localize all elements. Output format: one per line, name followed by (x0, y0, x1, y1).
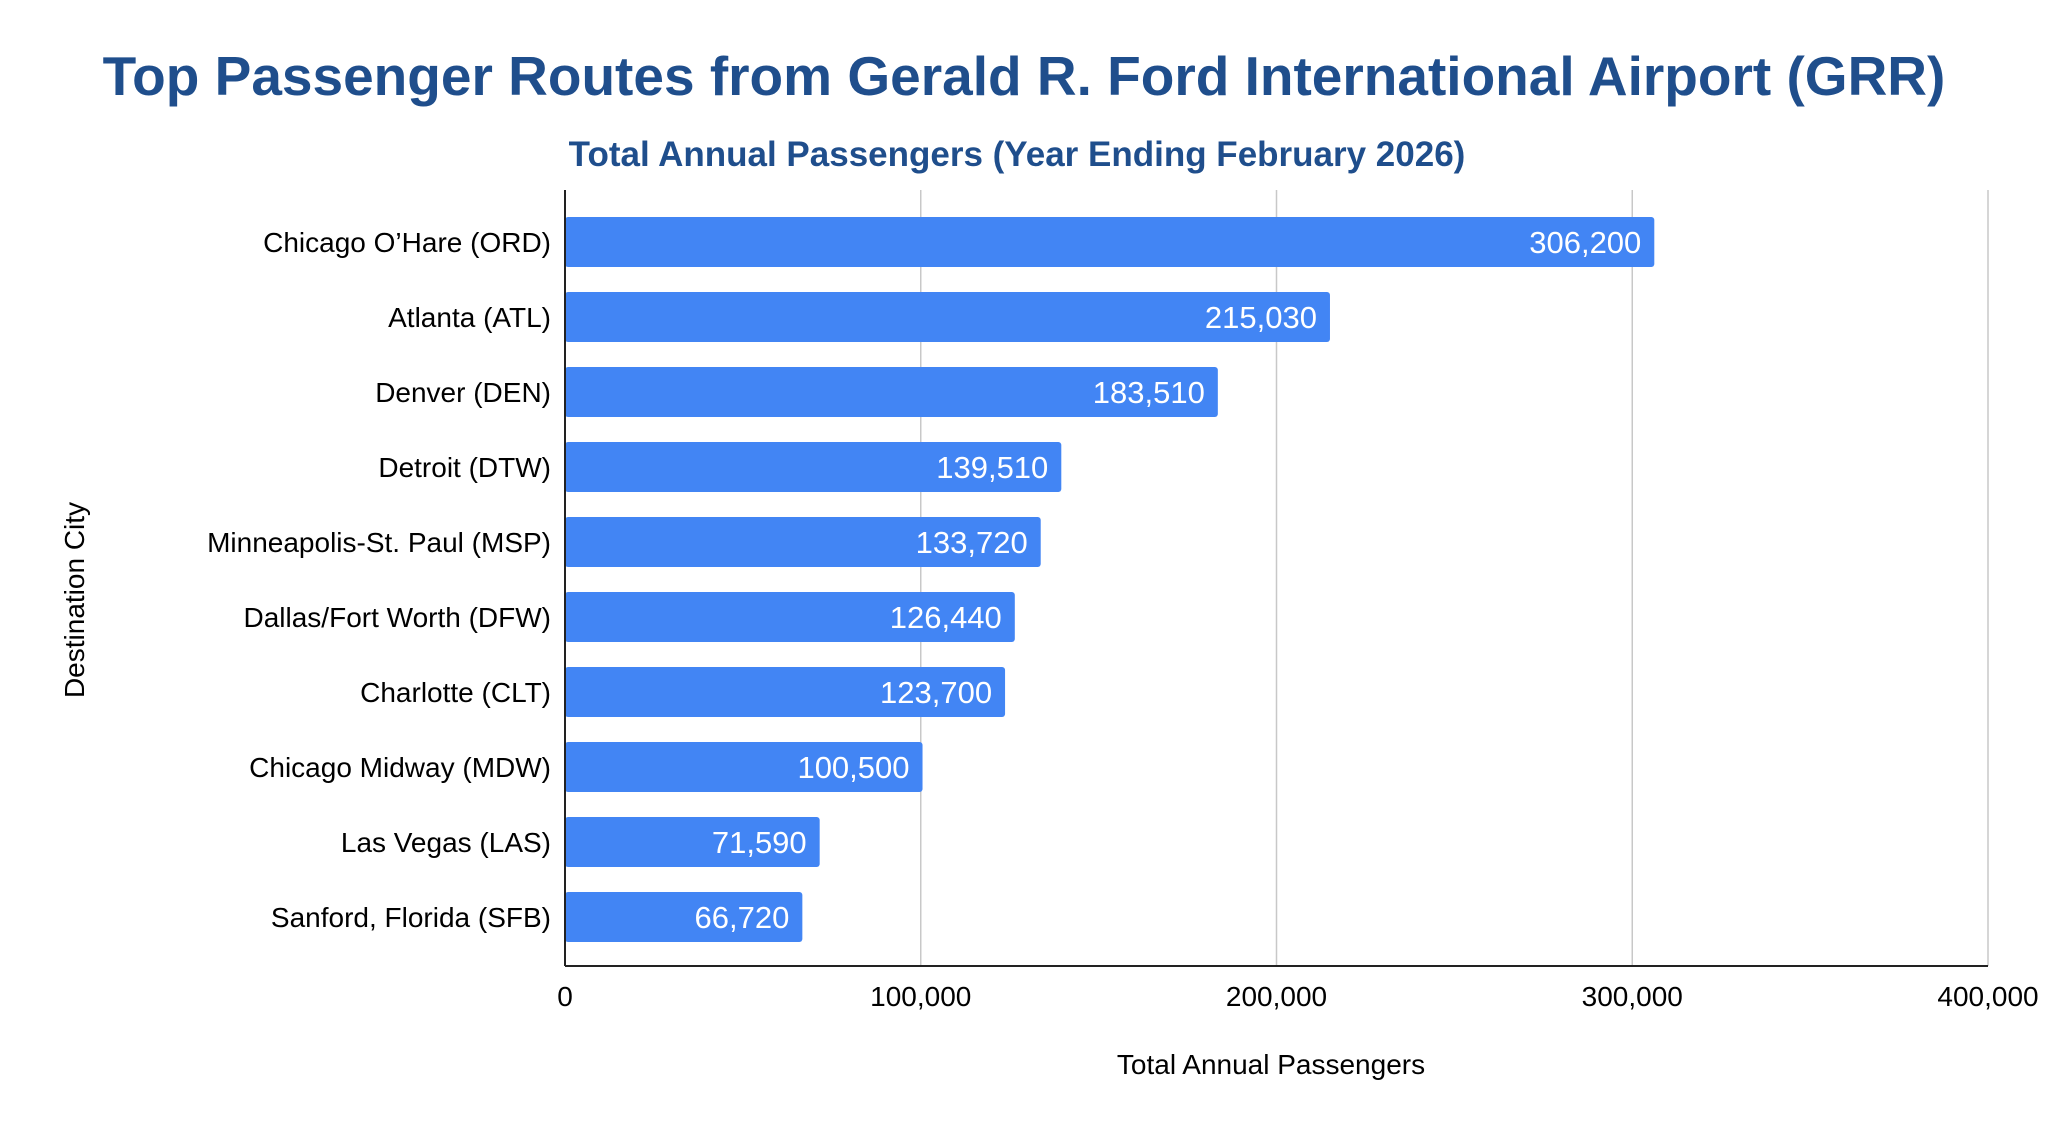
x-tick-label-0: 0 (557, 981, 573, 1012)
bar-4 (565, 517, 1041, 567)
data-label-6: 123,700 (880, 675, 992, 710)
bar-8 (565, 817, 820, 867)
bar-0 (565, 217, 1655, 267)
data-label-0: 306,200 (1529, 225, 1641, 260)
category-label-4: Minneapolis-St. Paul (MSP) (207, 527, 551, 558)
chart-subtitle: Total Annual Passengers (Year Ending Feb… (569, 135, 1466, 174)
data-label-7: 100,500 (797, 750, 909, 785)
x-tick-labels: 0 100,000 200,000 300,000 400,000 (557, 981, 2038, 1012)
data-label-8: 71,590 (712, 825, 807, 860)
category-label-8: Las Vegas (LAS) (341, 827, 551, 858)
x-tick-label-2: 200,000 (1226, 981, 1327, 1012)
bar-5 (565, 592, 1015, 642)
data-label-4: 133,720 (916, 525, 1028, 560)
data-label-3: 139,510 (936, 450, 1048, 485)
axes (564, 190, 1988, 967)
bar-2 (565, 367, 1218, 417)
category-label-0: Chicago O’Hare (ORD) (263, 227, 551, 258)
data-label-2: 183,510 (1093, 375, 1205, 410)
category-label-6: Charlotte (CLT) (360, 677, 551, 708)
category-labels: Chicago O’Hare (ORD) Atlanta (ATL) Denver … (207, 227, 551, 933)
data-label-5: 126,440 (890, 600, 1002, 635)
bar-9 (565, 892, 803, 942)
bar-7 (565, 742, 923, 792)
x-tick-label-3: 300,000 (1582, 981, 1683, 1012)
category-label-7: Chicago Midway (MDW) (249, 752, 551, 783)
x-tick-label-4: 400,000 (1937, 981, 2038, 1012)
bar-6 (565, 667, 1006, 717)
category-label-1: Atlanta (ATL) (388, 302, 551, 333)
category-label-5: Dallas/Fort Worth (DFW) (244, 602, 552, 633)
y-axis-title: Destination City (59, 502, 90, 698)
category-label-2: Denver (DEN) (375, 377, 551, 408)
category-label-3: Detroit (DTW) (378, 452, 551, 483)
x-axis-title: Total Annual Passengers (1117, 1049, 1425, 1080)
category-label-9: Sanford, Florida (SFB) (271, 902, 551, 933)
bar-1 (565, 292, 1330, 342)
data-label-9: 66,720 (695, 900, 790, 935)
bar-3 (565, 442, 1062, 492)
chart-title: Top Passenger Routes from Gerald R. Ford… (103, 45, 1946, 107)
data-labels: 306,200 215,030 183,510 139,510 133,720 126,4… (695, 225, 1642, 935)
x-tick-label-1: 100,000 (870, 981, 971, 1012)
bars (565, 217, 1655, 942)
data-label-1: 215,030 (1205, 300, 1317, 335)
